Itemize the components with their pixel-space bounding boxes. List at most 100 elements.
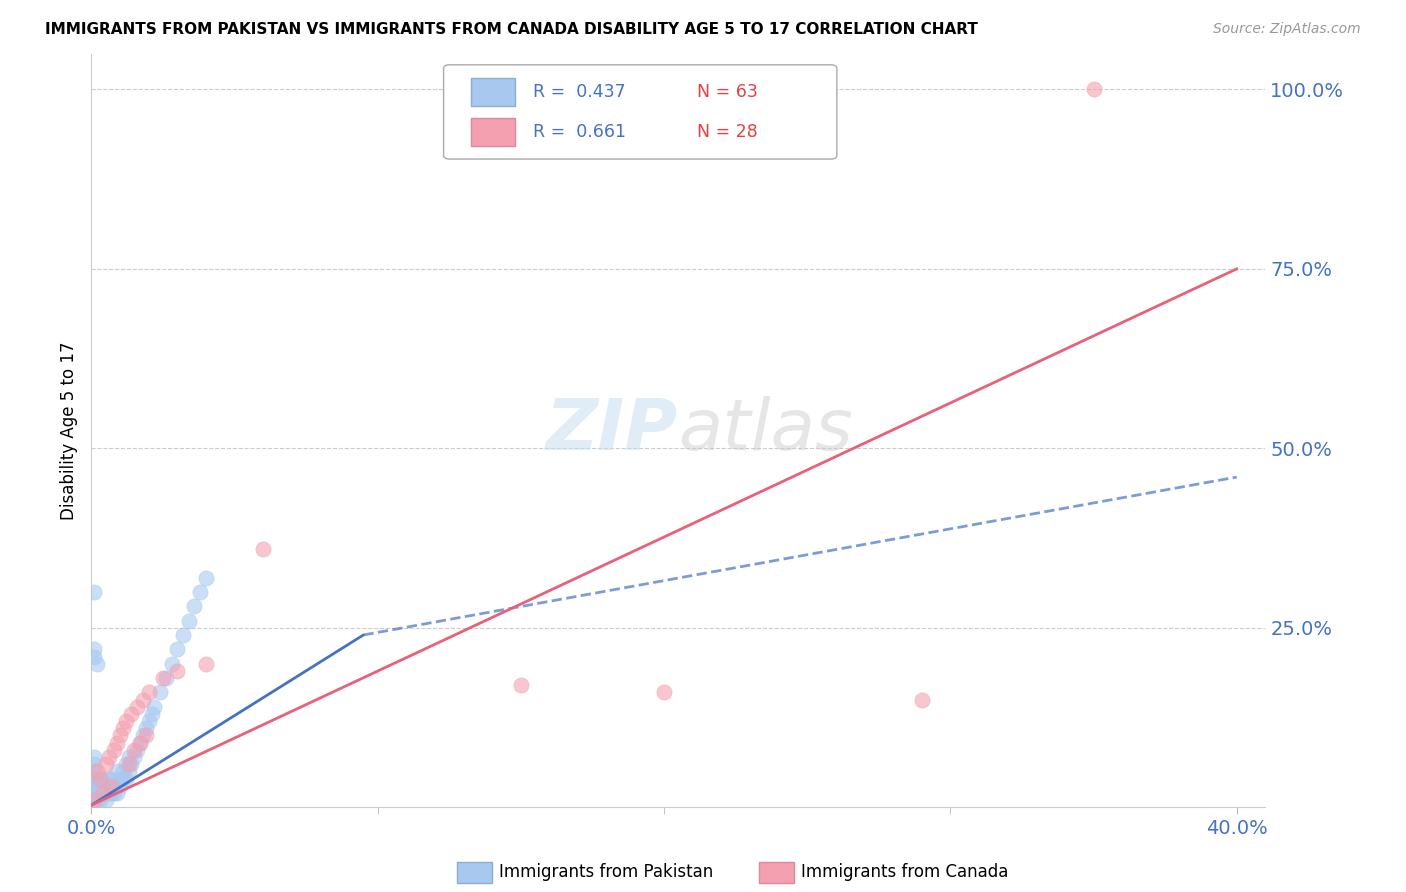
Point bbox=[149, 685, 172, 699]
Point bbox=[108, 779, 131, 793]
Point bbox=[83, 793, 105, 807]
Point bbox=[94, 793, 117, 807]
Point bbox=[97, 786, 120, 800]
Point bbox=[117, 764, 139, 779]
Point bbox=[143, 699, 166, 714]
Point bbox=[86, 786, 108, 800]
Point bbox=[127, 743, 149, 757]
Point bbox=[100, 786, 122, 800]
Point bbox=[111, 721, 134, 735]
Point bbox=[100, 772, 122, 786]
Point bbox=[91, 786, 114, 800]
Point bbox=[86, 764, 108, 779]
FancyBboxPatch shape bbox=[471, 78, 515, 106]
Point bbox=[105, 786, 128, 800]
Point bbox=[83, 750, 105, 764]
Point bbox=[89, 786, 111, 800]
Point bbox=[172, 628, 194, 642]
Point bbox=[127, 699, 149, 714]
Point bbox=[83, 779, 105, 793]
Point bbox=[194, 570, 217, 584]
Point bbox=[97, 750, 120, 764]
Point bbox=[911, 692, 934, 706]
Point bbox=[83, 764, 105, 779]
Point bbox=[155, 671, 177, 685]
Point bbox=[132, 692, 155, 706]
Point bbox=[91, 779, 114, 793]
Point bbox=[108, 729, 131, 743]
Point bbox=[83, 772, 105, 786]
Point bbox=[97, 772, 120, 786]
Point bbox=[86, 772, 108, 786]
Point bbox=[83, 585, 105, 599]
Point bbox=[89, 779, 111, 793]
Point bbox=[183, 599, 205, 614]
Point bbox=[103, 786, 125, 800]
Point bbox=[89, 793, 111, 807]
Point bbox=[91, 786, 114, 800]
Point bbox=[100, 779, 122, 793]
Point bbox=[89, 772, 111, 786]
Point bbox=[83, 757, 105, 772]
Point bbox=[83, 779, 105, 793]
Point bbox=[652, 685, 675, 699]
Point bbox=[129, 736, 152, 750]
Point bbox=[135, 729, 157, 743]
Point bbox=[97, 779, 120, 793]
Text: R =  0.661: R = 0.661 bbox=[533, 123, 626, 141]
Point bbox=[94, 757, 117, 772]
Point bbox=[509, 678, 531, 692]
Point bbox=[114, 714, 136, 728]
Point bbox=[135, 721, 157, 735]
Point bbox=[105, 764, 128, 779]
Point bbox=[152, 671, 174, 685]
Point bbox=[86, 657, 108, 671]
Point bbox=[111, 772, 134, 786]
Text: N = 28: N = 28 bbox=[697, 123, 758, 141]
Point bbox=[132, 729, 155, 743]
Point bbox=[86, 793, 108, 807]
Point bbox=[103, 743, 125, 757]
Point bbox=[94, 786, 117, 800]
Point bbox=[124, 743, 146, 757]
Point bbox=[83, 649, 105, 664]
Point bbox=[91, 772, 114, 786]
Point bbox=[124, 750, 146, 764]
Point bbox=[83, 786, 105, 800]
Point bbox=[194, 657, 217, 671]
Point bbox=[83, 642, 105, 657]
Text: Immigrants from Canada: Immigrants from Canada bbox=[801, 863, 1008, 881]
Point bbox=[141, 706, 163, 721]
Point bbox=[94, 779, 117, 793]
Text: atlas: atlas bbox=[678, 396, 853, 465]
Point bbox=[111, 764, 134, 779]
Point bbox=[108, 772, 131, 786]
Point bbox=[166, 664, 188, 678]
Y-axis label: Disability Age 5 to 17: Disability Age 5 to 17 bbox=[59, 341, 77, 520]
Text: N = 63: N = 63 bbox=[697, 83, 758, 101]
Point bbox=[100, 779, 122, 793]
Point bbox=[121, 706, 143, 721]
FancyBboxPatch shape bbox=[443, 65, 837, 159]
Point bbox=[83, 793, 105, 807]
Point bbox=[83, 793, 105, 807]
Point bbox=[86, 779, 108, 793]
Point bbox=[129, 736, 152, 750]
Text: IMMIGRANTS FROM PAKISTAN VS IMMIGRANTS FROM CANADA DISABILITY AGE 5 TO 17 CORREL: IMMIGRANTS FROM PAKISTAN VS IMMIGRANTS F… bbox=[45, 22, 977, 37]
Point bbox=[177, 614, 200, 628]
Point bbox=[138, 685, 160, 699]
Point bbox=[138, 714, 160, 728]
Point bbox=[1083, 82, 1105, 96]
Point bbox=[114, 772, 136, 786]
Point bbox=[114, 757, 136, 772]
Point bbox=[188, 585, 211, 599]
Point bbox=[121, 757, 143, 772]
Point bbox=[105, 736, 128, 750]
Point bbox=[117, 757, 139, 772]
Text: ZIP: ZIP bbox=[546, 396, 678, 465]
Point bbox=[166, 642, 188, 657]
FancyBboxPatch shape bbox=[471, 118, 515, 146]
Text: R =  0.437: R = 0.437 bbox=[533, 83, 626, 101]
Point bbox=[103, 779, 125, 793]
Point bbox=[160, 657, 183, 671]
